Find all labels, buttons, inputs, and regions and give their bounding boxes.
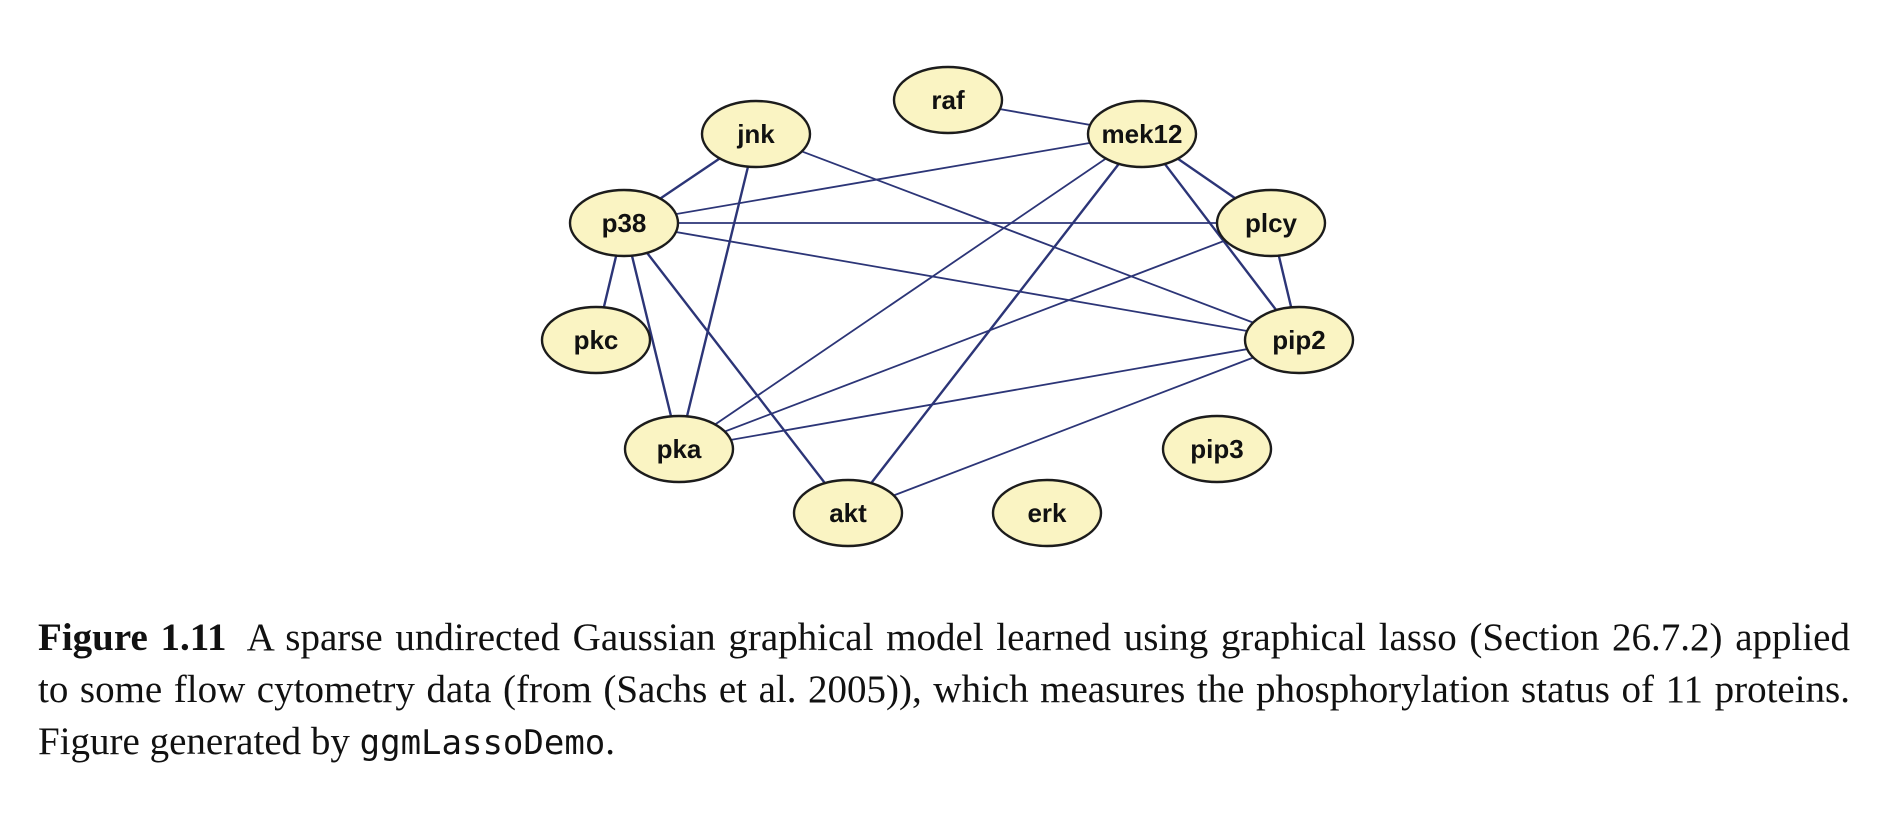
edge-p38-pip2 [623,222,1300,341]
node-jnk-ellipse [700,99,812,169]
node-pip2: pip2 [1243,305,1355,375]
node-akt: akt [792,478,904,548]
node-pka-ellipse [623,414,735,484]
edge-mek12-p38 [623,133,1143,224]
node-pip2-label: pip2 [1272,325,1325,355]
edge-jnk-pip2 [755,133,1300,341]
node-pka-label: pka [657,434,702,464]
caption-text: A sparse undirected Gaussian graphical m… [38,616,1850,763]
node-pkc: pkc [540,305,652,375]
caption-label: Figure 1.11 [38,616,227,659]
node-pip3-label: pip3 [1190,434,1243,464]
node-p38-label: p38 [602,208,647,238]
node-raf-ellipse [892,65,1004,135]
edge-p38-akt [622,221,850,515]
caption-code: ggmLassoDemo [359,723,606,763]
node-pip3-ellipse [1161,414,1273,484]
node-plcy-label: plcy [1245,208,1298,238]
node-jnk: jnk [700,99,812,169]
node-p38-ellipse [568,188,680,258]
node-plcy-ellipse [1215,188,1327,258]
edge-plcy-pka [678,222,1272,450]
figure-caption: Figure 1.11 A sparse undirected Gaussian … [38,612,1850,769]
edge-mek12-pka [678,133,1143,450]
node-raf: raf [892,65,1004,135]
node-pip3: pip3 [1161,414,1273,484]
node-plcy: plcy [1215,188,1327,258]
edge-jnk-pka [677,132,758,451]
node-p38: p38 [568,188,680,258]
node-erk-ellipse [991,478,1103,548]
node-mek12-ellipse [1086,99,1198,169]
node-pip2-ellipse [1243,305,1355,375]
protein-network-graph: raf jnk mek12 p38 plcy pkc pip2 pka pip3 akt erk [540,65,1355,548]
node-erk: erk [991,478,1103,548]
node-pka: pka [623,414,735,484]
edge-pip2-pka [678,339,1300,450]
graph-nodes: raf jnk mek12 p38 plcy pkc pip2 pka pip3 akt erk [540,65,1355,548]
node-erk-label: erk [1027,498,1067,528]
node-akt-ellipse [792,478,904,548]
node-mek12: mek12 [1086,99,1198,169]
caption-end: . [605,720,616,763]
node-raf-label: raf [931,85,965,115]
node-mek12-label: mek12 [1102,119,1183,149]
edge-mek12-akt [846,132,1144,515]
edge-p38-pka [622,221,681,451]
node-akt-label: akt [829,498,867,528]
node-pkc-ellipse [540,305,652,375]
node-jnk-label: jnk [736,119,775,149]
edge-pip2-akt [847,339,1300,514]
node-pkc-label: pkc [574,325,619,355]
